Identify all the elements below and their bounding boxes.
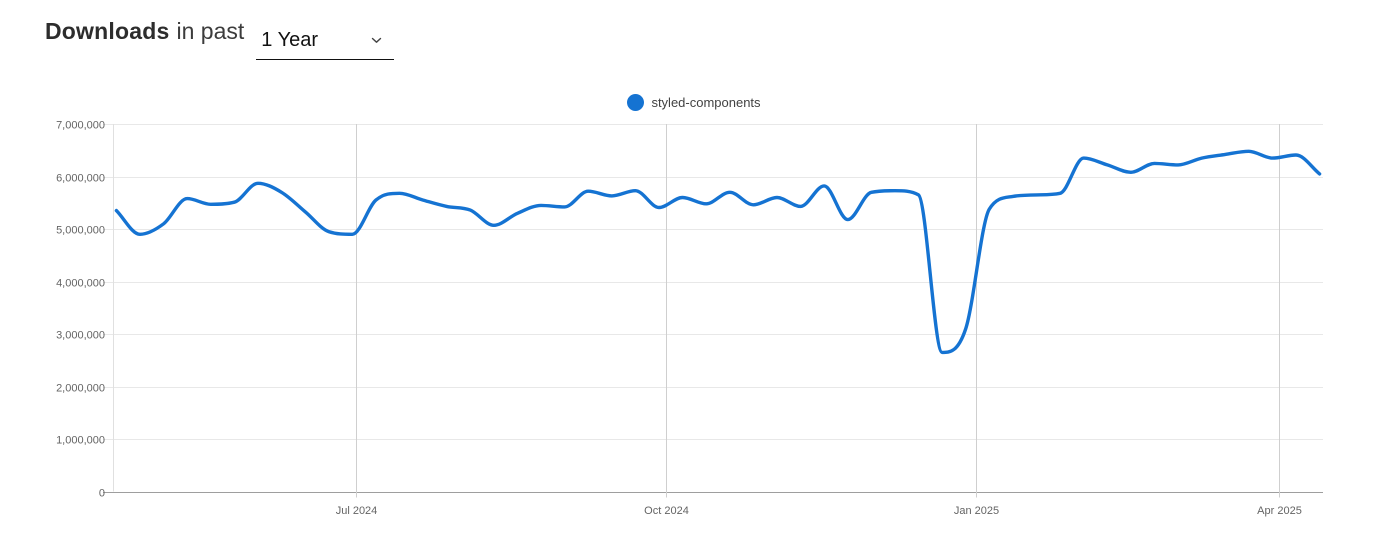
series-line-styled-components	[114, 149, 1322, 355]
page-title: Downloads	[45, 18, 170, 44]
chart-legend: styled-components	[0, 94, 1388, 111]
y-tick-label: 7,000,000	[56, 120, 105, 132]
period-select-value: 1 Year	[261, 29, 318, 51]
y-tick-label: 3,000,000	[56, 330, 105, 342]
page-header: Downloads in past 1 Year	[45, 18, 395, 60]
x-tick-label: Jan 2025	[954, 505, 999, 517]
x-tick-label: Apr 2025	[1257, 505, 1302, 517]
x-tick-label: Oct 2024	[644, 505, 689, 517]
y-tick-label: 2,000,000	[56, 383, 105, 395]
y-tick-label: 1,000,000	[56, 435, 105, 447]
y-tick-label: 0	[99, 488, 105, 500]
y-tick-label: 5,000,000	[56, 225, 105, 237]
period-select[interactable]: 1 Year	[256, 29, 395, 60]
y-tick-label: 6,000,000	[56, 173, 105, 185]
page-title-qualifier: in past	[176, 18, 245, 44]
legend-label: styled-components	[651, 95, 761, 110]
x-tick-label: Jul 2024	[336, 505, 378, 517]
chevron-down-icon	[372, 37, 382, 43]
y-tick-label: 4,000,000	[56, 278, 105, 290]
legend-color-dot	[627, 94, 645, 111]
legend-item-styled-components[interactable]: styled-components	[627, 94, 761, 111]
